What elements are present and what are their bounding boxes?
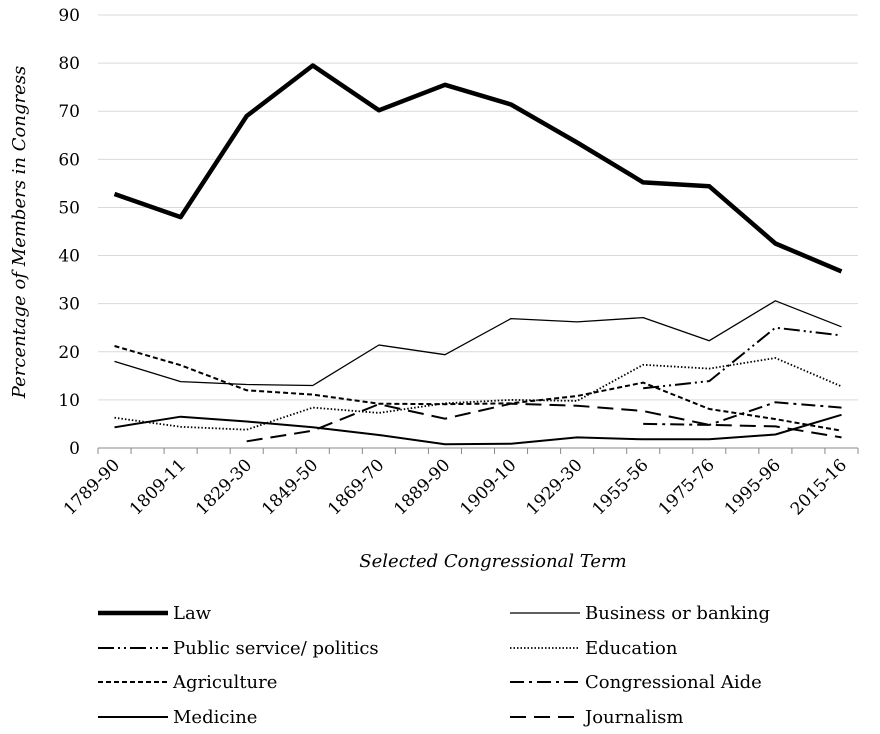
series-line-journalism bbox=[246, 402, 842, 443]
y-tick-label: 10 bbox=[58, 391, 80, 411]
x-tick-label: 2015-16 bbox=[787, 455, 851, 519]
y-tick-label: 20 bbox=[58, 343, 80, 363]
legend-label: Journalism bbox=[583, 707, 683, 728]
series-line-business-or-banking bbox=[114, 300, 842, 387]
series-lines bbox=[113, 63, 843, 446]
y-axis-title: Percentage of Members in Congress bbox=[9, 66, 30, 399]
series-line-medicine bbox=[114, 413, 842, 446]
legend-label: Congressional Aide bbox=[585, 672, 762, 693]
x-tick-label: 1889-90 bbox=[390, 455, 454, 519]
x-tick-label: 1955-56 bbox=[589, 455, 653, 519]
y-tick-label: 40 bbox=[58, 247, 80, 267]
legend-label: Agriculture bbox=[172, 672, 277, 693]
series-line-education bbox=[114, 357, 842, 431]
y-axis-ticks: 0 10 20 30 40 50 60 70 80 90 bbox=[58, 6, 80, 459]
x-tick-label: 1975-76 bbox=[655, 455, 719, 519]
y-tick-label: 90 bbox=[58, 6, 80, 26]
y-tick-label: 60 bbox=[58, 150, 80, 170]
series-line-law bbox=[113, 63, 843, 274]
x-tick-label: 1809-11 bbox=[126, 455, 190, 519]
x-tick-label: 1869-70 bbox=[324, 455, 388, 519]
legend-label: Medicine bbox=[173, 707, 257, 728]
gridlines bbox=[98, 14, 858, 401]
y-tick-label: 80 bbox=[58, 54, 80, 74]
legend: Law Business or banking Public service/ po… bbox=[98, 603, 770, 728]
x-tick-label: 1789-90 bbox=[60, 455, 124, 519]
legend-label: Public service/ politics bbox=[173, 638, 379, 659]
series-line-agriculture bbox=[114, 345, 842, 432]
x-axis: 1789-90 1809-11 1829-30 1849-50 1869-70 1889-… bbox=[60, 447, 859, 519]
y-tick-label: 30 bbox=[58, 295, 80, 315]
x-axis-title: Selected Congressional Term bbox=[359, 551, 626, 572]
y-tick-label: 70 bbox=[58, 102, 80, 122]
x-tick-label: 1909-10 bbox=[456, 455, 520, 519]
y-tick-label: 0 bbox=[69, 439, 80, 459]
x-tick-label: 1929-30 bbox=[523, 455, 587, 519]
legend-label: Education bbox=[585, 638, 678, 659]
x-tick-label: 1849-50 bbox=[258, 455, 322, 519]
y-tick-label: 50 bbox=[58, 198, 80, 218]
legend-label: Law bbox=[173, 603, 212, 624]
x-tick-label: 1829-30 bbox=[192, 455, 256, 519]
series-line-public-service-politics bbox=[643, 326, 842, 390]
x-tick-label: 1995-96 bbox=[721, 455, 785, 519]
legend-label: Business or banking bbox=[585, 603, 770, 624]
